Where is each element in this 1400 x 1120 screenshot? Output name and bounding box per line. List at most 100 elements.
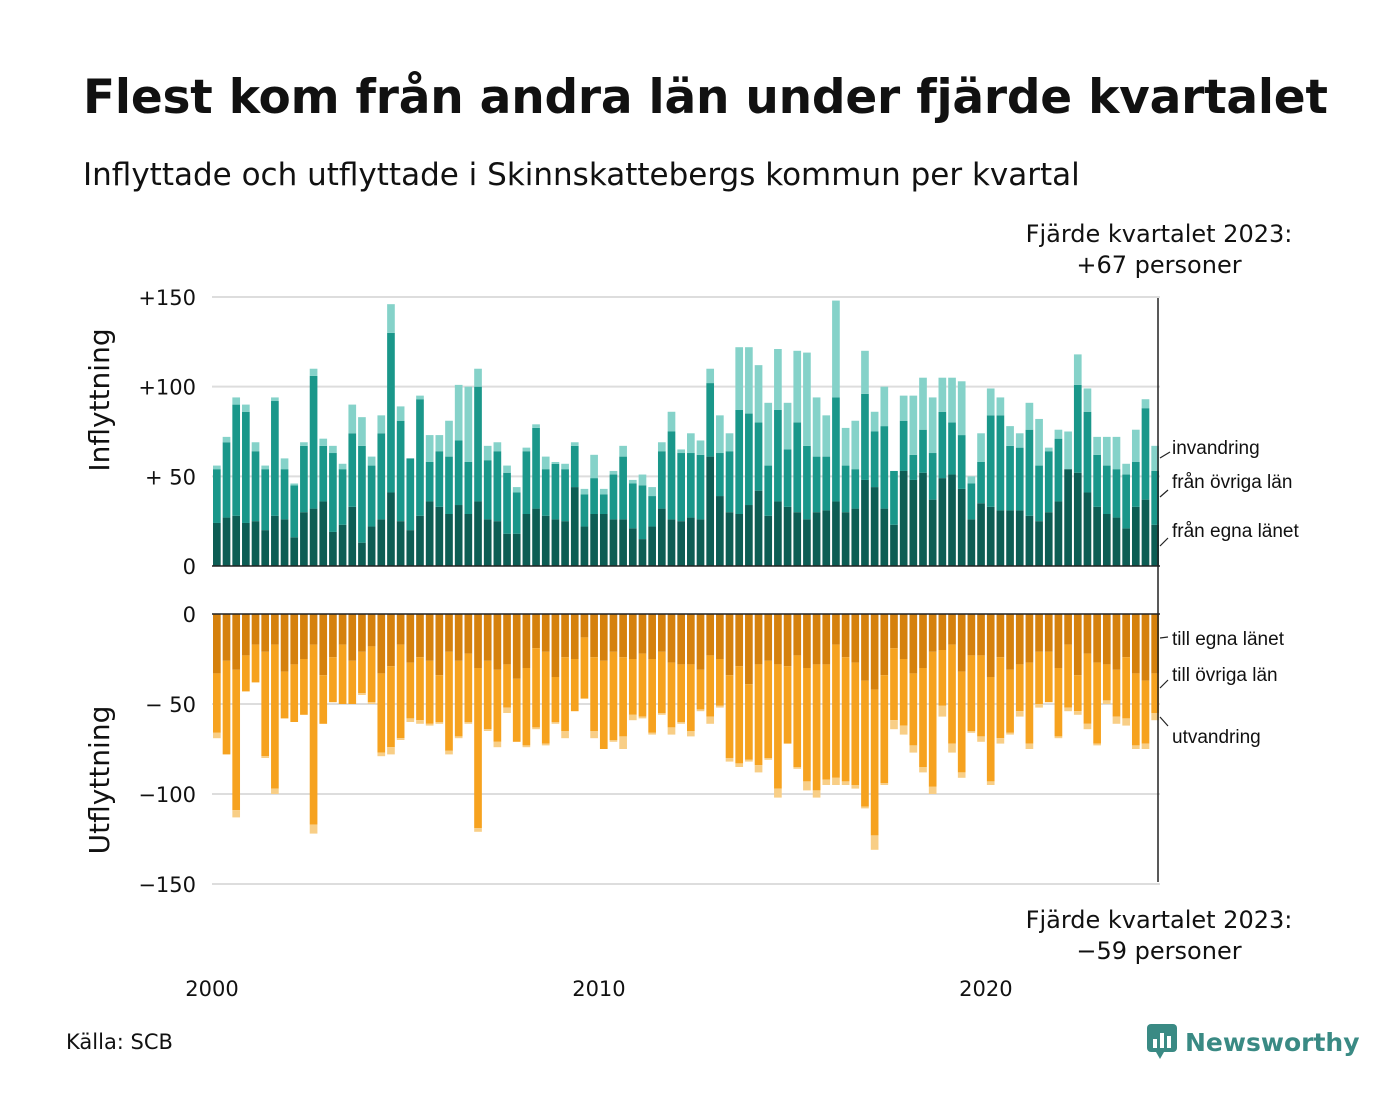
bar-in-other-counties — [348, 433, 357, 507]
bar-out-other-counties — [242, 655, 250, 692]
legend-label-in: från övriga län — [1172, 472, 1292, 493]
bar-out-emigration — [948, 743, 956, 753]
bar-out-other-counties — [483, 660, 492, 730]
bar-in-immigration — [329, 445, 337, 454]
bar-in-own-county — [522, 513, 531, 566]
bar-in-other-counties — [832, 397, 840, 502]
bar-out-other-counties — [706, 655, 715, 717]
bar-out-emigration — [309, 824, 318, 834]
bar-out-own-county — [1093, 614, 1101, 663]
y-axis-label-out: Utflyttning — [83, 706, 116, 855]
bar-out-other-counties — [986, 677, 995, 782]
bar-out-own-county — [474, 614, 482, 668]
bar-in-immigration — [754, 365, 763, 423]
bar-out-own-county — [222, 614, 231, 661]
annotation-bottom-line-1: Fjärde kvartalet 2023: — [1026, 906, 1293, 934]
annotation-top-line-1: Fjärde kvartalet 2023: — [1026, 220, 1293, 248]
bar-out-own-county — [396, 614, 405, 645]
legend-label-in: invandring — [1172, 438, 1260, 459]
bar-out-other-counties — [687, 664, 695, 731]
bar-out-other-counties — [222, 660, 231, 755]
bar-out-other-counties — [329, 657, 337, 703]
bar-out-own-county — [716, 614, 724, 659]
annotation-bottom-line-2: −59 personer — [1076, 937, 1241, 965]
bar-in-immigration — [580, 488, 589, 495]
bar-out-other-counties — [435, 675, 444, 722]
bar-in-immigration — [822, 415, 831, 457]
bar-in-other-counties — [667, 431, 676, 520]
bar-in-own-county — [570, 487, 579, 566]
bar-out-other-counties — [271, 644, 279, 789]
bar-out-own-county — [1102, 614, 1111, 665]
bar-out-other-counties — [812, 664, 821, 791]
bar-out-other-counties — [367, 646, 376, 703]
bar-out-own-county — [1151, 614, 1159, 674]
bar-out-emigration — [541, 743, 550, 746]
y-axis-label-in: Inflyttning — [83, 328, 116, 471]
bar-out-emigration — [745, 759, 753, 762]
bar-out-own-county — [512, 614, 521, 679]
bar-out-emigration — [261, 756, 270, 758]
legend-label-out: till egna länet — [1172, 629, 1285, 650]
bar-in-immigration — [483, 445, 492, 461]
bar-out-other-counties — [416, 657, 424, 721]
bar-out-own-county — [919, 614, 927, 668]
chart-subtitle: Inflyttade och utflyttade i Skinnskatteb… — [83, 157, 1080, 193]
bar-out-own-county — [522, 614, 531, 668]
bar-out-emigration — [1093, 743, 1101, 746]
bar-out-other-counties — [696, 669, 705, 710]
bar-out-other-counties — [358, 651, 366, 694]
bar-out-other-counties — [406, 662, 415, 719]
bar-in-immigration — [628, 479, 637, 484]
bar-in-own-county — [677, 521, 685, 566]
bar-in-own-county — [1015, 510, 1024, 566]
bar-in-other-counties — [909, 454, 918, 480]
bar-in-other-counties — [1122, 474, 1130, 529]
bar-out-emigration — [1035, 704, 1043, 708]
bar-in-immigration — [977, 433, 985, 462]
bar-in-immigration — [706, 368, 715, 384]
bar-out-other-counties — [213, 673, 221, 733]
bar-in-own-county — [841, 512, 850, 566]
bar-in-immigration — [348, 404, 357, 434]
bar-in-own-county — [977, 503, 985, 566]
bar-in-own-county — [957, 488, 966, 566]
bar-out-other-counties — [1141, 680, 1150, 744]
bar-in-immigration — [1112, 436, 1121, 470]
bar-out-other-counties — [977, 655, 985, 737]
bar-out-own-county — [309, 614, 318, 645]
bar-out-emigration — [387, 747, 395, 755]
bar-in-own-county — [580, 526, 589, 566]
bar-in-other-counties — [522, 451, 531, 514]
bar-out-own-county — [406, 614, 415, 663]
bar-in-own-county — [996, 510, 1005, 566]
bar-in-other-counties — [996, 415, 1005, 511]
bar-out-emigration — [396, 738, 405, 740]
bar-out-own-county — [590, 614, 598, 658]
bar-out-own-county — [1064, 614, 1072, 645]
bar-out-own-county — [416, 614, 424, 658]
bar-out-emigration — [1131, 745, 1140, 749]
bar-out-other-counties — [561, 657, 569, 731]
bar-in-immigration — [861, 350, 869, 394]
bar-out-own-county — [1054, 614, 1063, 668]
bar-out-other-counties — [899, 659, 908, 726]
bar-out-emigration — [406, 718, 415, 722]
bar-in-other-counties — [938, 411, 947, 479]
bar-in-immigration — [309, 368, 318, 376]
bar-out-own-county — [977, 614, 985, 656]
bar-in-own-county — [716, 496, 724, 566]
bar-out-other-counties — [754, 664, 763, 766]
bar-in-own-county — [774, 501, 782, 566]
bar-in-other-counties — [222, 442, 231, 518]
bar-in-immigration — [251, 442, 260, 452]
bar-in-immigration — [280, 458, 289, 470]
bar-out-emigration — [445, 750, 453, 755]
bar-in-own-county — [416, 515, 424, 566]
bar-in-immigration — [638, 474, 647, 486]
bar-out-emigration — [425, 723, 434, 726]
bar-in-own-county — [300, 512, 308, 566]
bar-in-immigration — [1015, 433, 1024, 448]
bar-in-immigration — [222, 436, 231, 443]
bar-in-other-counties — [1073, 384, 1082, 473]
